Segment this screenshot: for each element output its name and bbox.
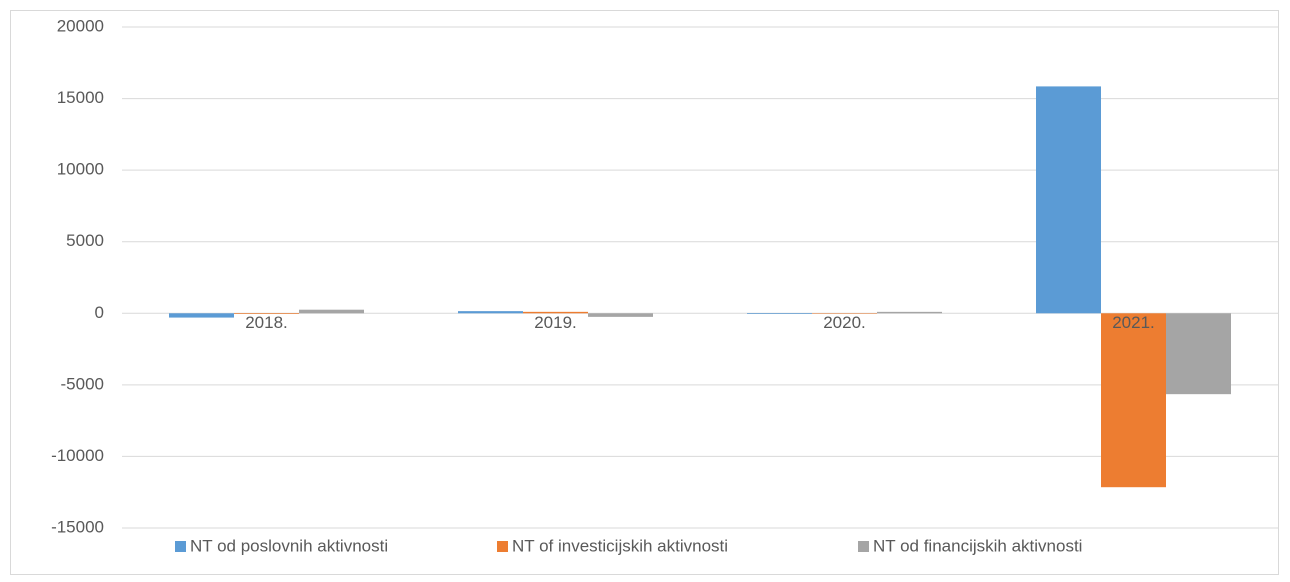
y-tick-label: 5000 (66, 231, 104, 250)
bar (1101, 313, 1166, 488)
bar (523, 311, 588, 314)
legend-swatch (858, 541, 869, 552)
bar (169, 313, 234, 318)
bar (812, 313, 877, 314)
legend-label: NT od poslovnih aktivnosti (190, 536, 388, 555)
y-tick-label: 15000 (57, 88, 104, 107)
x-tick-label: 2020. (823, 313, 866, 332)
y-tick-label: -15000 (51, 517, 104, 536)
y-tick-label: -10000 (51, 446, 104, 465)
legend-label: NT of investicijskih aktivnosti (512, 536, 728, 555)
bar (1036, 86, 1101, 314)
y-tick-label: 10000 (57, 160, 104, 179)
legend-swatch (497, 541, 508, 552)
bar (877, 311, 942, 314)
y-tick-label: -5000 (61, 374, 104, 393)
y-tick-label: 0 (95, 303, 104, 322)
bar (234, 313, 299, 315)
bar (1166, 313, 1231, 395)
legend-label: NT od financijskih aktivnosti (873, 536, 1082, 555)
bar (458, 311, 523, 314)
x-tick-label: 2019. (534, 313, 577, 332)
legend-swatch (175, 541, 186, 552)
bar (588, 313, 653, 317)
bar (299, 309, 364, 314)
x-tick-label: 2021. (1112, 313, 1155, 332)
bar (747, 313, 812, 315)
x-tick-label: 2018. (245, 313, 288, 332)
y-tick-label: 20000 (57, 16, 104, 35)
